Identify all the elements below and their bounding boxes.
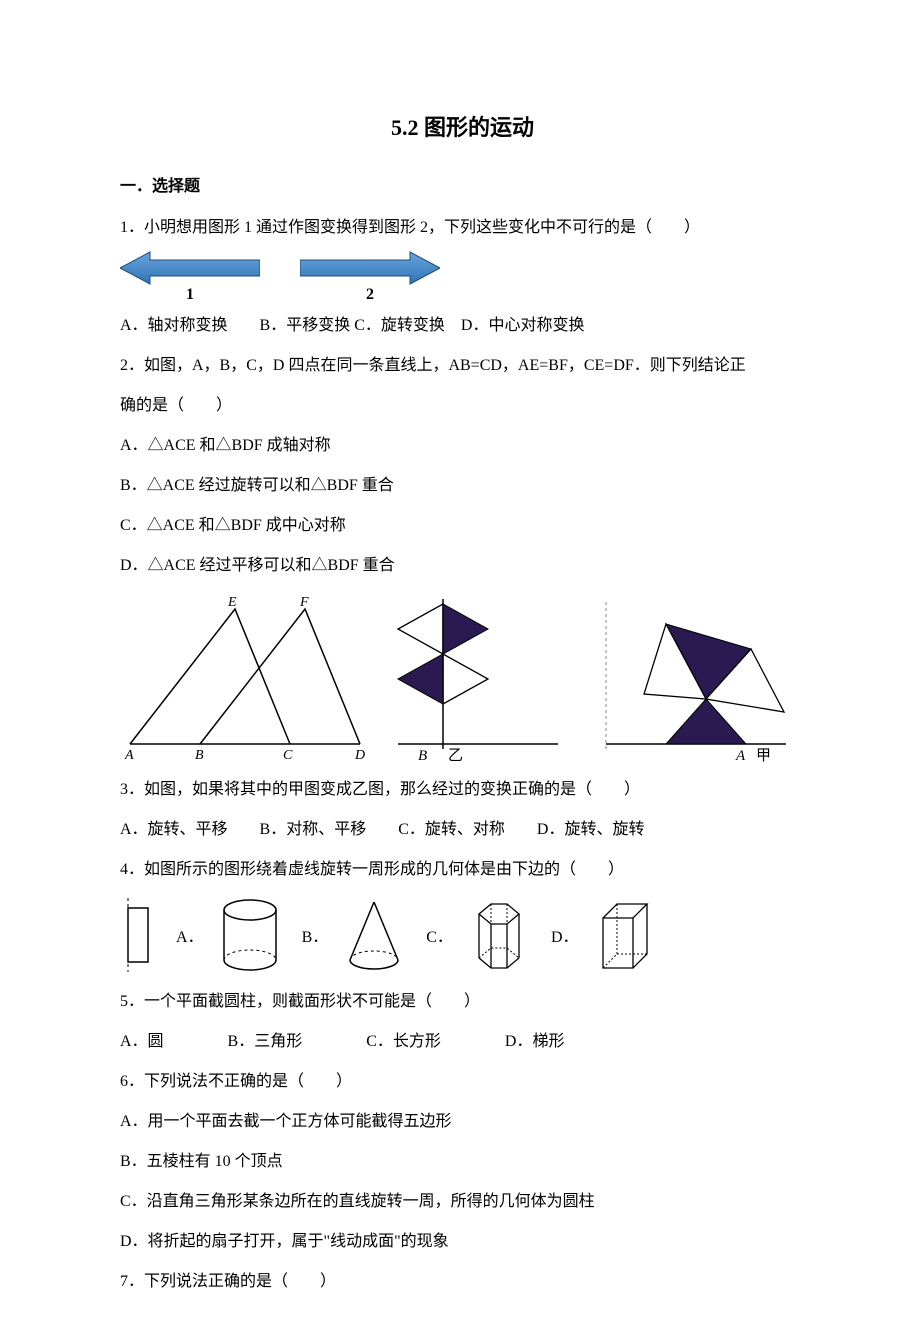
yi-label: 乙 <box>448 748 463 764</box>
arrow-right-icon <box>300 250 440 286</box>
vertex-D: D <box>354 748 365 763</box>
vertex-E: E <box>227 595 237 610</box>
q1-arrow-right: 2 <box>300 250 440 304</box>
q2-stem-2: 确的是（ ） <box>120 386 805 426</box>
vertex-B: B <box>195 748 204 763</box>
arrow-left-icon <box>120 250 260 286</box>
q2-triangles-figure: A B C D E F <box>120 594 370 764</box>
q2-opt-a: A．△ACE 和△BDF 成轴对称 <box>120 426 805 466</box>
q2-opt-b: B．△ACE 经过旋转可以和△BDF 重合 <box>120 466 805 506</box>
q3-yi-figure: B 乙 <box>388 594 578 764</box>
q6-opt-b: B．五棱柱有 10 个顶点 <box>120 1142 805 1182</box>
q1-label-2: 2 <box>300 286 440 304</box>
q4-label-c: C． <box>426 923 453 947</box>
q4-label-d: D． <box>551 923 579 947</box>
q1-figure-row: 1 2 <box>120 250 805 304</box>
q7-stem: 7．下列说法正确的是（ ） <box>120 1262 805 1302</box>
q2-q3-figure-row: A B C D E F B 乙 <box>120 594 805 764</box>
q3-stem: 3．如图，如果将其中的甲图变成乙图，那么经过的变换正确的是（ ） <box>120 770 805 810</box>
q4-stem-shape-icon <box>120 896 156 974</box>
vertex-F: F <box>299 595 309 610</box>
page-title: 5.2 图形的运动 <box>120 110 805 142</box>
q1-label-1: 1 <box>120 286 260 304</box>
q6-opt-d: D．将折起的扇子打开，属于"线动成面"的现象 <box>120 1222 805 1262</box>
q6-stem: 6．下列说法不正确的是（ ） <box>120 1062 805 1102</box>
q4-label-b: B． <box>302 923 329 947</box>
q3-jia-figure: A 甲 <box>596 594 796 764</box>
jia-label: 甲 <box>756 748 771 764</box>
q4-label-a: A． <box>176 923 204 947</box>
q4-figure-row: A． B． C． D． <box>120 896 805 974</box>
q1-arrow-left: 1 <box>120 250 260 304</box>
q2-opt-c: C．△ACE 和△BDF 成中心对称 <box>120 506 805 546</box>
q6-opt-a: A．用一个平面去截一个正方体可能截得五边形 <box>120 1102 805 1142</box>
cuboid-icon <box>593 896 657 974</box>
q1-options: A．轴对称变换 B．平移变换 C．旋转变换 D．中心对称变换 <box>120 306 805 346</box>
vertex-A: A <box>124 748 134 763</box>
q2-stem-1: 2．如图，A，B，C，D 四点在同一条直线上，AB=CD，AE=BF，CE=DF… <box>120 346 805 386</box>
jia-A-label: A <box>735 748 746 764</box>
q4-stem: 4．如图所示的图形绕着虚线旋转一周形成的几何体是由下边的（ ） <box>120 850 805 890</box>
page: 5.2 图形的运动 一．选择题 1．小明想用图形 1 通过作图变换得到图形 2，… <box>0 0 920 1342</box>
q2-opt-d: D．△ACE 经过平移可以和△BDF 重合 <box>120 546 805 586</box>
cylinder-icon <box>218 896 282 974</box>
yi-B-label: B <box>418 748 427 764</box>
section-heading: 一．选择题 <box>120 172 805 196</box>
q5-options: A．圆 B．三角形 C．长方形 D．梯形 <box>120 1022 805 1062</box>
q1-stem: 1．小明想用图形 1 通过作图变换得到图形 2，下列这些变化中不可行的是（ ） <box>120 208 805 248</box>
q6-opt-c: C．沿直角三角形某条边所在的直线旋转一周，所得的几何体为圆柱 <box>120 1182 805 1222</box>
q5-stem: 5．一个平面截圆柱，则截面形状不可能是（ ） <box>120 982 805 1022</box>
cone-icon <box>342 896 406 974</box>
hex-prism-icon <box>467 896 531 974</box>
q3-options: A．旋转、平移 B．对称、平移 C．旋转、对称 D．旋转、旋转 <box>120 810 805 850</box>
vertex-C: C <box>283 748 293 763</box>
